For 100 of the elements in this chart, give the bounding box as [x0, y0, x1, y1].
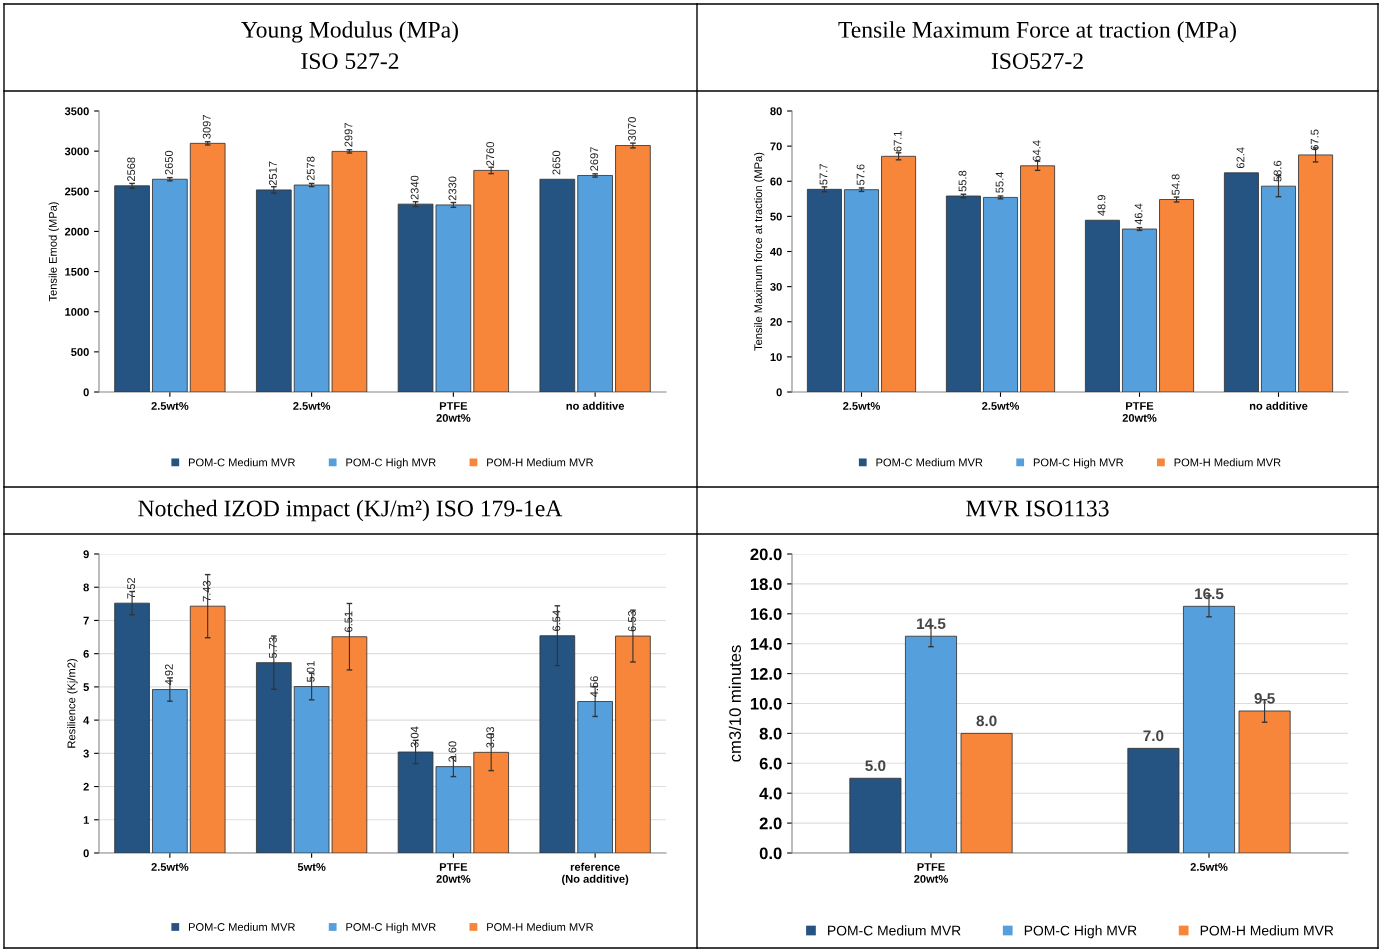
data-label: 57.7 [819, 164, 828, 185]
legend-label: POM-H Medium MVR [487, 922, 594, 931]
bar [189, 142, 226, 392]
y-tick-label: 2 [83, 782, 89, 791]
bar [1223, 172, 1259, 392]
bar [1122, 228, 1157, 392]
data-label: 5.01 [306, 661, 315, 682]
y-tick-label: 10 [770, 353, 782, 362]
bar [806, 188, 842, 392]
bar [849, 777, 902, 853]
y-tick-label: 3000 [64, 147, 89, 156]
y-tick-label: 8.0 [759, 727, 782, 740]
data-label: 2517 [268, 161, 277, 186]
legend-label: POM-C Medium MVR [188, 922, 295, 931]
y-tick-label: 16.0 [750, 608, 782, 620]
x-tick-label: 2.5wt% [1190, 863, 1228, 871]
y-tick-label: 500 [71, 348, 89, 356]
legend-label: POM-H Medium MVR [487, 458, 594, 467]
x-tick-label: PTFE 20wt% [436, 863, 471, 883]
y-tick-label: 8 [83, 583, 89, 592]
y-tick-label: 18.0 [750, 578, 782, 591]
y-tick-label: 70 [770, 142, 782, 151]
y-tick-label: 2500 [64, 187, 89, 196]
legend-label: POM-C High MVR [1033, 458, 1124, 469]
data-label: 7.52 [127, 577, 136, 599]
x-tick-label: PTFE 20wt% [1122, 402, 1157, 422]
data-label: 55.8 [958, 170, 967, 192]
y-tick-label: 0 [83, 849, 89, 858]
bar [1298, 154, 1334, 392]
legend-label: POM-C Medium MVR [876, 458, 983, 467]
bar [539, 178, 576, 392]
x-tick-label: 2.5wt% [151, 402, 189, 410]
y-tick-label: 14.0 [750, 638, 782, 650]
x-tick-label: 2.5wt% [843, 402, 881, 410]
legend-label: POM-C High MVR [346, 458, 436, 469]
y-axis-title: Tensile Emod (MPa) [48, 202, 59, 302]
bar [1159, 199, 1195, 392]
y-axis-title: Tensile Maximum force at traction (MPa) [754, 152, 765, 351]
data-label: 16.5 [1195, 588, 1224, 600]
x-tick-label: 2.5wt% [293, 402, 331, 410]
data-label: 5.0 [865, 760, 886, 772]
data-label: 2760 [486, 141, 495, 166]
data-label: 55.4 [995, 171, 1004, 193]
data-label: 2650 [552, 150, 561, 175]
data-label: 4.56 [590, 676, 599, 698]
y-tick-label: 0 [776, 388, 782, 397]
bar [152, 178, 188, 392]
y-tick-label: 1 [83, 816, 89, 824]
data-label: 2578 [306, 156, 315, 181]
data-label: 2330 [448, 176, 457, 201]
legend-label: POM-C High MVR [1024, 925, 1137, 939]
data-label: 2568 [127, 157, 136, 182]
x-tick-label: no additive [566, 401, 625, 410]
data-label: 62.4 [1236, 147, 1245, 169]
data-label: 7.0 [1143, 730, 1164, 742]
bar [1084, 219, 1120, 392]
bar [983, 196, 1018, 392]
y-tick-label: 0.0 [759, 847, 782, 860]
x-tick-label: 5wt% [297, 863, 326, 871]
x-tick-label: PTFE 20wt% [914, 863, 948, 883]
data-label: 7.43 [202, 580, 211, 602]
y-axis-title: Resilience (Kj/m2) [67, 659, 78, 748]
y-tick-label: 10.0 [750, 697, 782, 710]
y-tick-label: 1000 [65, 307, 89, 316]
data-label: 3.04 [410, 726, 419, 748]
y-tick-label: 20.0 [750, 548, 782, 561]
x-tick-label: no additive [1249, 401, 1308, 410]
data-label: 6.54 [552, 610, 561, 631]
data-label: 2697 [590, 147, 599, 171]
chart-title: Notched IZOD impact (KJ/m²) ISO 179-1eA [138, 499, 563, 522]
data-label: 9.5 [1254, 692, 1275, 704]
y-tick-label: 40 [770, 247, 782, 256]
bar [881, 155, 917, 392]
bar [473, 169, 509, 392]
data-label: 54.8 [1171, 174, 1180, 195]
y-tick-label: 20 [770, 318, 782, 326]
legend-label: POM-C High MVR [346, 922, 436, 934]
y-tick-label: 30 [770, 282, 782, 291]
y-tick-label: 9 [83, 550, 89, 559]
bar [960, 732, 1013, 853]
data-label: 2650 [164, 150, 173, 175]
x-tick-label: PTFE 20wt% [436, 402, 471, 422]
data-label: 5.73 [268, 637, 277, 659]
data-label: 3070 [628, 117, 636, 141]
data-label: 58.6 [1273, 160, 1282, 182]
y-tick-label: 6.0 [759, 757, 782, 770]
data-label: 67.1 [893, 131, 902, 152]
y-tick-label: 12.0 [750, 668, 782, 680]
y-tick-label: 4 [83, 716, 90, 725]
bar [615, 145, 651, 392]
bar [1020, 165, 1056, 392]
data-label: 4.92 [164, 664, 173, 686]
legend-label: POM-H Medium MVR [1200, 925, 1334, 936]
data-label: 8.0 [976, 715, 997, 727]
y-tick-label: 5 [83, 683, 89, 692]
bar [114, 185, 150, 392]
y-tick-label: 7 [83, 616, 89, 625]
chart-title: MVR ISO1133 [966, 500, 1109, 517]
y-tick-label: 2000 [64, 227, 89, 236]
data-label: 46.4 [1134, 203, 1143, 225]
